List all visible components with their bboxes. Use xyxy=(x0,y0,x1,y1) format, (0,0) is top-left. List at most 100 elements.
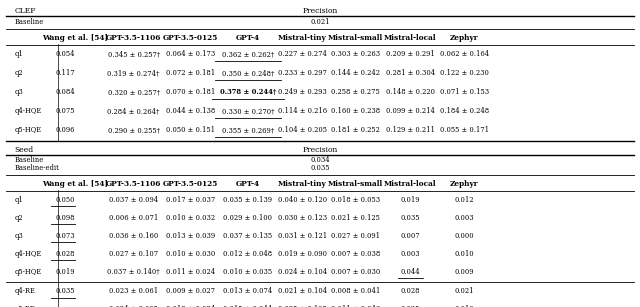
Text: 0.009: 0.009 xyxy=(454,268,474,276)
Text: 0.148 ± 0.220: 0.148 ± 0.220 xyxy=(386,88,435,96)
Text: 0.098: 0.098 xyxy=(56,214,76,222)
Text: 0.144 ± 0.242: 0.144 ± 0.242 xyxy=(332,69,380,77)
Text: 0.018 ± 0.084: 0.018 ± 0.084 xyxy=(166,305,215,307)
Text: 0.012 ± 0.048: 0.012 ± 0.048 xyxy=(223,250,273,258)
Text: Seed: Seed xyxy=(15,146,34,154)
Text: 0.009 ± 0.027: 0.009 ± 0.027 xyxy=(166,287,214,295)
Text: 0.024 ± 0.095: 0.024 ± 0.095 xyxy=(109,305,158,307)
Text: 0.021 ± 0.125: 0.021 ± 0.125 xyxy=(332,214,380,222)
Text: 0.012: 0.012 xyxy=(454,196,474,204)
Text: 0.029 ± 0.100: 0.029 ± 0.100 xyxy=(223,214,273,222)
Text: q5-HQE: q5-HQE xyxy=(15,268,42,276)
Text: Precision: Precision xyxy=(302,6,338,15)
Text: GPT-3.5-0125: GPT-3.5-0125 xyxy=(163,180,218,188)
Text: 0.003: 0.003 xyxy=(401,250,420,258)
Text: 0.184 ± 0.248: 0.184 ± 0.248 xyxy=(440,107,489,115)
Text: GPT-4: GPT-4 xyxy=(236,180,260,188)
Text: Zephyr: Zephyr xyxy=(450,34,479,42)
Text: 0.330 ± 0.270†: 0.330 ± 0.270† xyxy=(221,107,274,115)
Text: 0.227 ± 0.274: 0.227 ± 0.274 xyxy=(278,50,327,58)
Text: 0.023 ± 0.061: 0.023 ± 0.061 xyxy=(109,287,158,295)
Text: 0.055 ± 0.171: 0.055 ± 0.171 xyxy=(440,126,489,134)
Text: 0.050: 0.050 xyxy=(56,196,76,204)
Text: 0.233 ± 0.297: 0.233 ± 0.297 xyxy=(278,69,327,77)
Text: 0.355 ± 0.269†: 0.355 ± 0.269† xyxy=(221,126,274,134)
Text: 0.037 ± 0.094: 0.037 ± 0.094 xyxy=(109,196,158,204)
Text: 0.017 ± 0.037: 0.017 ± 0.037 xyxy=(166,196,215,204)
Text: Mistral-local: Mistral-local xyxy=(384,180,436,188)
Text: Baseline: Baseline xyxy=(15,157,44,165)
Text: 0.284 ± 0.264†: 0.284 ± 0.264† xyxy=(108,107,160,115)
Text: 0.249 ± 0.293: 0.249 ± 0.293 xyxy=(278,88,327,96)
Text: 0.027 ± 0.091: 0.027 ± 0.091 xyxy=(332,232,380,240)
Text: 0.072 ± 0.181: 0.072 ± 0.181 xyxy=(166,69,215,77)
Text: 0.035 ± 0.139: 0.035 ± 0.139 xyxy=(223,196,273,204)
Text: 0.027 ± 0.107: 0.027 ± 0.107 xyxy=(109,250,158,258)
Text: Mistral-small: Mistral-small xyxy=(328,180,383,188)
Text: Wang et al. [54]: Wang et al. [54] xyxy=(42,34,108,42)
Text: 0.044: 0.044 xyxy=(401,268,420,276)
Text: 0.037 ± 0.140†: 0.037 ± 0.140† xyxy=(108,268,160,276)
Text: 0.117: 0.117 xyxy=(56,69,76,77)
Text: 0.000: 0.000 xyxy=(454,232,474,240)
Text: 0.258 ± 0.275: 0.258 ± 0.275 xyxy=(332,88,380,96)
Text: GPT-3.5-1106: GPT-3.5-1106 xyxy=(106,180,161,188)
Text: q2: q2 xyxy=(15,214,23,222)
Text: 0.035: 0.035 xyxy=(310,164,330,172)
Text: 0.099 ± 0.214: 0.099 ± 0.214 xyxy=(386,107,435,115)
Text: 0.040 ± 0.120: 0.040 ± 0.120 xyxy=(278,196,327,204)
Text: 0.034: 0.034 xyxy=(310,157,330,165)
Text: 0.028: 0.028 xyxy=(56,250,76,258)
Text: Wang et al. [54]: Wang et al. [54] xyxy=(42,180,108,188)
Text: GPT-3.5-1106: GPT-3.5-1106 xyxy=(106,34,161,42)
Text: 0.030 ± 0.123: 0.030 ± 0.123 xyxy=(278,214,327,222)
Text: 0.003: 0.003 xyxy=(454,214,474,222)
Text: 0.010 ± 0.030: 0.010 ± 0.030 xyxy=(166,250,215,258)
Text: Mistral-small: Mistral-small xyxy=(328,34,383,42)
Text: 0.064 ± 0.173: 0.064 ± 0.173 xyxy=(166,50,215,58)
Text: 0.007 ± 0.038: 0.007 ± 0.038 xyxy=(331,250,380,258)
Text: Baseline: Baseline xyxy=(15,18,44,26)
Text: q2: q2 xyxy=(15,69,23,77)
Text: GPT-3.5-0125: GPT-3.5-0125 xyxy=(163,34,218,42)
Text: 0.290 ± 0.255†: 0.290 ± 0.255† xyxy=(108,126,160,134)
Text: q3: q3 xyxy=(15,232,23,240)
Text: 0.019: 0.019 xyxy=(56,268,76,276)
Text: 0.021: 0.021 xyxy=(454,287,474,295)
Text: q1: q1 xyxy=(15,50,23,58)
Text: q4-RE: q4-RE xyxy=(15,287,35,295)
Text: 0.018 ± 0.053: 0.018 ± 0.053 xyxy=(331,196,380,204)
Text: 0.114 ± 0.216: 0.114 ± 0.216 xyxy=(278,107,327,115)
Text: 0.362 ± 0.262†: 0.362 ± 0.262† xyxy=(221,50,274,58)
Text: 0.019: 0.019 xyxy=(401,196,420,204)
Text: 0.013 ± 0.074: 0.013 ± 0.074 xyxy=(223,287,273,295)
Text: q1: q1 xyxy=(15,196,23,204)
Text: GPT-4: GPT-4 xyxy=(236,34,260,42)
Text: 0.036 ± 0.160: 0.036 ± 0.160 xyxy=(109,232,158,240)
Text: 0.010: 0.010 xyxy=(454,305,474,307)
Text: 0.320 ± 0.257†: 0.320 ± 0.257† xyxy=(108,88,160,96)
Text: 0.281 ± 0.304: 0.281 ± 0.304 xyxy=(386,69,435,77)
Text: Zephyr: Zephyr xyxy=(450,180,479,188)
Text: 0.073: 0.073 xyxy=(56,232,76,240)
Text: 0.050 ± 0.151: 0.050 ± 0.151 xyxy=(166,126,214,134)
Text: 0.129 ± 0.211: 0.129 ± 0.211 xyxy=(386,126,435,134)
Text: 0.010 ± 0.035: 0.010 ± 0.035 xyxy=(223,268,273,276)
Text: 0.011 ± 0.043: 0.011 ± 0.043 xyxy=(331,305,380,307)
Text: 0.350 ± 0.248†: 0.350 ± 0.248† xyxy=(221,69,274,77)
Text: CLEF: CLEF xyxy=(15,6,36,15)
Text: 0.070 ± 0.181: 0.070 ± 0.181 xyxy=(166,88,215,96)
Text: 0.025 ± 0.105: 0.025 ± 0.105 xyxy=(278,305,327,307)
Text: 0.035: 0.035 xyxy=(401,214,420,222)
Text: 0.084: 0.084 xyxy=(56,88,76,96)
Text: 0.007 ± 0.030: 0.007 ± 0.030 xyxy=(331,268,380,276)
Text: Mistral-local: Mistral-local xyxy=(384,34,436,42)
Text: 0.096: 0.096 xyxy=(56,126,76,134)
Text: 0.209 ± 0.291: 0.209 ± 0.291 xyxy=(386,50,435,58)
Text: 0.015 ± 0.044: 0.015 ± 0.044 xyxy=(223,305,273,307)
Text: 0.021: 0.021 xyxy=(310,18,330,26)
Text: Mistral-tiny: Mistral-tiny xyxy=(278,34,327,42)
Text: 0.054: 0.054 xyxy=(56,50,76,58)
Text: 0.181 ± 0.252: 0.181 ± 0.252 xyxy=(332,126,380,134)
Text: 0.160 ± 0.238: 0.160 ± 0.238 xyxy=(331,107,380,115)
